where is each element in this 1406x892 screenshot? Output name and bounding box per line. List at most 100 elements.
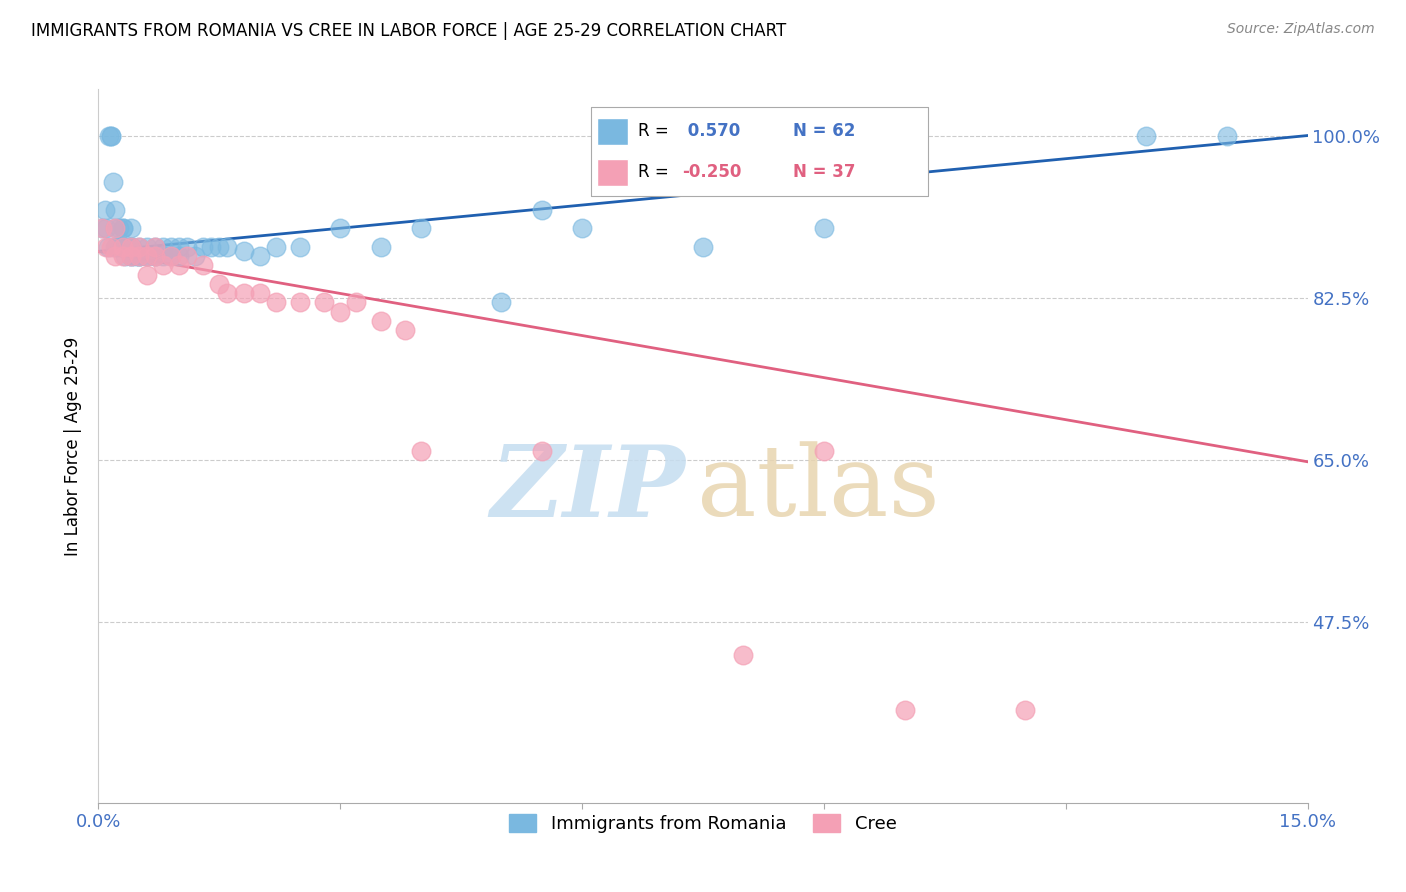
Point: [103, 202, 125, 217]
Point: [143, 249, 166, 263]
Point: [111, 221, 134, 235]
Point: [121, 240, 143, 254]
Point: [370, 314, 392, 328]
Point: [107, 240, 129, 254]
Point: [91, 221, 114, 235]
Point: [314, 295, 336, 310]
Point: [249, 249, 271, 263]
Point: [893, 703, 915, 717]
Point: [100, 240, 122, 254]
Point: [329, 304, 352, 318]
Point: [103, 240, 125, 254]
Point: [100, 128, 122, 143]
Point: [120, 221, 142, 235]
Point: [135, 249, 157, 263]
Point: [97, 128, 120, 143]
Point: [208, 277, 231, 291]
Text: N = 62: N = 62: [793, 122, 855, 140]
Point: [96, 240, 118, 254]
Point: [143, 249, 166, 263]
Point: [200, 240, 222, 254]
Point: [94, 202, 117, 217]
Point: [135, 249, 157, 263]
Point: [105, 240, 128, 254]
Bar: [598, 159, 627, 186]
Point: [128, 249, 150, 263]
Point: [176, 249, 198, 263]
Point: [143, 249, 166, 263]
Point: [249, 286, 271, 301]
Point: [184, 249, 207, 263]
Point: [135, 249, 157, 263]
Point: [111, 240, 134, 254]
Point: [167, 258, 190, 272]
Point: [160, 240, 183, 254]
Point: [107, 221, 129, 235]
Point: [813, 443, 835, 458]
Point: [160, 249, 183, 263]
Text: R =: R =: [638, 122, 673, 140]
Point: [128, 249, 150, 263]
Y-axis label: In Labor Force | Age 25-29: In Labor Force | Age 25-29: [65, 336, 83, 556]
Point: [167, 249, 190, 263]
Text: Source: ZipAtlas.com: Source: ZipAtlas.com: [1227, 22, 1375, 37]
Point: [1014, 703, 1036, 717]
Text: N = 37: N = 37: [793, 163, 855, 181]
Point: [1216, 128, 1239, 143]
Text: IMMIGRANTS FROM ROMANIA VS CREE IN LABOR FORCE | AGE 25-29 CORRELATION CHART: IMMIGRANTS FROM ROMANIA VS CREE IN LABOR…: [31, 22, 786, 40]
Text: ZIP: ZIP: [489, 441, 685, 537]
Point: [135, 268, 157, 282]
Point: [394, 323, 416, 337]
Point: [91, 221, 114, 235]
Point: [115, 240, 138, 254]
Point: [111, 249, 134, 263]
Point: [193, 258, 215, 272]
Point: [120, 240, 142, 254]
Point: [176, 240, 198, 254]
Point: [264, 240, 287, 254]
Point: [152, 249, 174, 263]
Point: [111, 240, 134, 254]
Point: [692, 240, 714, 254]
Point: [96, 221, 118, 235]
Point: [135, 240, 157, 254]
Point: [103, 221, 125, 235]
Point: [167, 240, 190, 254]
Point: [530, 202, 553, 217]
Text: atlas: atlas: [697, 441, 939, 537]
Point: [288, 240, 311, 254]
Point: [124, 249, 146, 263]
Point: [813, 221, 835, 235]
Point: [111, 240, 134, 254]
Point: [152, 240, 174, 254]
Point: [128, 249, 150, 263]
Point: [288, 295, 311, 310]
Point: [120, 249, 142, 263]
Point: [100, 128, 122, 143]
Point: [103, 221, 125, 235]
Point: [103, 249, 125, 263]
Point: [152, 258, 174, 272]
Bar: [598, 118, 627, 145]
Point: [120, 240, 142, 254]
Text: 0.570: 0.570: [682, 122, 740, 140]
Point: [120, 249, 142, 263]
Point: [217, 286, 239, 301]
Point: [370, 240, 392, 254]
Point: [111, 221, 134, 235]
Point: [128, 240, 150, 254]
Point: [128, 240, 150, 254]
Point: [1135, 128, 1157, 143]
Point: [208, 240, 231, 254]
Point: [120, 249, 142, 263]
Point: [101, 175, 124, 189]
Point: [409, 221, 432, 235]
Point: [143, 240, 166, 254]
Point: [344, 295, 367, 310]
Text: R =: R =: [638, 163, 673, 181]
Point: [491, 295, 513, 310]
Point: [733, 648, 755, 662]
Point: [232, 244, 254, 259]
Point: [143, 240, 166, 254]
Point: [128, 249, 150, 263]
